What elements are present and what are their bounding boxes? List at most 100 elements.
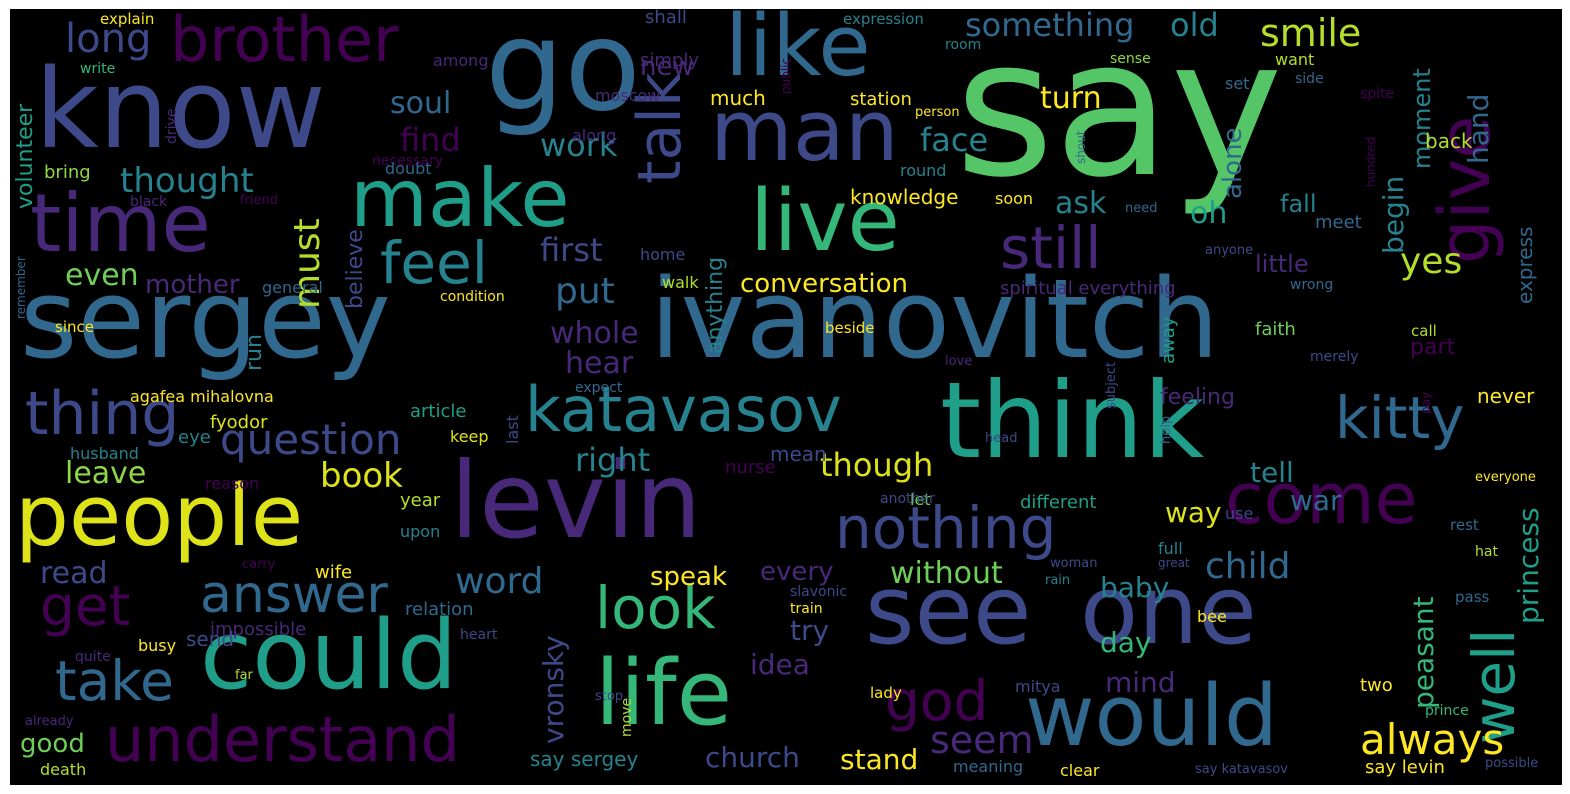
word-war: war <box>1290 484 1342 517</box>
word-person: person <box>915 105 960 120</box>
word-kitty: kitty <box>1335 384 1465 452</box>
word-speak: speak <box>650 562 728 592</box>
word-write: write <box>80 61 116 77</box>
word-rain: rain <box>1045 573 1071 588</box>
word-sense: sense <box>1110 51 1151 67</box>
word-time: time <box>30 177 211 270</box>
word-fall: fall <box>1280 190 1317 218</box>
word-let: let <box>910 490 931 509</box>
word-moment: moment <box>1408 68 1436 169</box>
word-possible: possible <box>1485 756 1539 771</box>
word-want: want <box>1275 50 1315 69</box>
word-conversation: conversation <box>740 269 909 299</box>
word-faith: faith <box>1255 319 1296 340</box>
word-ask: ask <box>1055 186 1107 221</box>
word-every: every <box>760 557 834 587</box>
word-full: full <box>1158 539 1183 558</box>
word-among: among <box>433 51 489 70</box>
word-though: though <box>820 446 934 484</box>
word-round: round <box>900 161 947 180</box>
word-death: death <box>40 760 87 779</box>
word-make: make <box>350 152 570 245</box>
word-one: one <box>1080 556 1257 666</box>
word-different: different <box>1020 492 1097 513</box>
word-husband: husband <box>70 444 139 463</box>
word-meaning: meaning <box>953 757 1024 776</box>
word-prince: prince <box>1425 703 1469 719</box>
word-way: way <box>1165 496 1222 529</box>
word-tell: tell <box>1250 456 1294 489</box>
word-cloud: say sergey ivanovitch levin know go think see on… <box>10 9 1562 785</box>
word-pay: pay <box>1419 391 1433 414</box>
word-doubt: doubt <box>385 159 432 178</box>
word-soul: soul <box>390 86 452 121</box>
word-expression: expression <box>843 10 924 28</box>
word-without: without <box>890 556 1003 591</box>
word-everyone: everyone <box>1475 470 1536 485</box>
word-reason: reason <box>205 474 260 493</box>
word-article: article <box>410 401 467 422</box>
word-mind: mind <box>1105 666 1176 699</box>
word-seem: seem <box>930 718 1034 762</box>
word-bee: bee <box>1197 607 1227 626</box>
word-nothing: nothing <box>835 494 1057 562</box>
word-oh: oh <box>1190 196 1228 231</box>
word-never: never <box>1477 384 1535 408</box>
word-soon: soon <box>995 189 1034 208</box>
word-always: always <box>1360 715 1505 764</box>
word-bring: bring <box>44 162 91 183</box>
word-heart: heart <box>460 627 498 643</box>
word-station: station <box>850 89 912 110</box>
word-home: home <box>640 245 686 264</box>
word-need: need <box>1125 201 1158 216</box>
word-eye: eye <box>178 427 211 448</box>
word-say-katavasov: say katavasov <box>1195 762 1288 777</box>
word-great: great <box>1158 556 1190 570</box>
word-help: help <box>1159 415 1174 444</box>
word-turn: turn <box>1040 81 1102 116</box>
word-set: set <box>1225 74 1250 93</box>
word-head: head <box>985 431 1018 446</box>
word-subject: subject <box>1104 361 1119 409</box>
word-merely: merely <box>1310 349 1359 365</box>
word-get: get <box>40 574 131 638</box>
word-lady: lady <box>870 684 902 702</box>
word-condition: condition <box>440 289 505 305</box>
word-remember: remember <box>14 256 28 319</box>
word-believe: believe <box>343 229 368 309</box>
word-god: god <box>885 669 989 733</box>
word-far: far <box>235 668 253 683</box>
word-say-sergey: say sergey <box>530 747 639 771</box>
word-man: man <box>710 82 899 181</box>
word-leave: leave <box>65 456 147 491</box>
word-yes: yes <box>1400 241 1463 282</box>
word-word: word <box>455 561 544 602</box>
word-use: use <box>1225 504 1254 523</box>
word-thing: thing <box>25 379 180 449</box>
word-train: train <box>790 601 823 617</box>
word-express: express <box>1513 226 1537 304</box>
word-day: day <box>1100 626 1152 659</box>
word-baby: baby <box>1100 571 1170 604</box>
word-hat: hat <box>1475 544 1498 560</box>
word-something: something <box>965 9 1135 44</box>
word-idea: idea <box>750 648 810 681</box>
word-spiritual-everything: spiritual everything <box>1000 278 1176 299</box>
word-little: little <box>1255 250 1309 278</box>
word-old: old <box>1170 9 1219 44</box>
word-knowledge: knowledge <box>850 185 959 209</box>
word-pass: pass <box>1455 588 1490 606</box>
word-explain: explain <box>100 10 155 28</box>
word-drive: drive <box>164 108 180 144</box>
word-wife: wife <box>315 562 353 583</box>
word-agafea-mihalovna: agafea mihalovna <box>130 387 274 406</box>
word-clear: clear <box>1060 761 1100 780</box>
word-whole: whole <box>550 316 639 351</box>
word-call: call <box>1411 322 1437 340</box>
word-child: child <box>1205 546 1291 587</box>
word-side: side <box>1295 71 1324 87</box>
word-feel: feel <box>380 229 488 297</box>
word-hear: hear <box>565 346 634 381</box>
word-nurse: nurse <box>725 457 776 478</box>
word-friend: friend <box>240 193 279 208</box>
